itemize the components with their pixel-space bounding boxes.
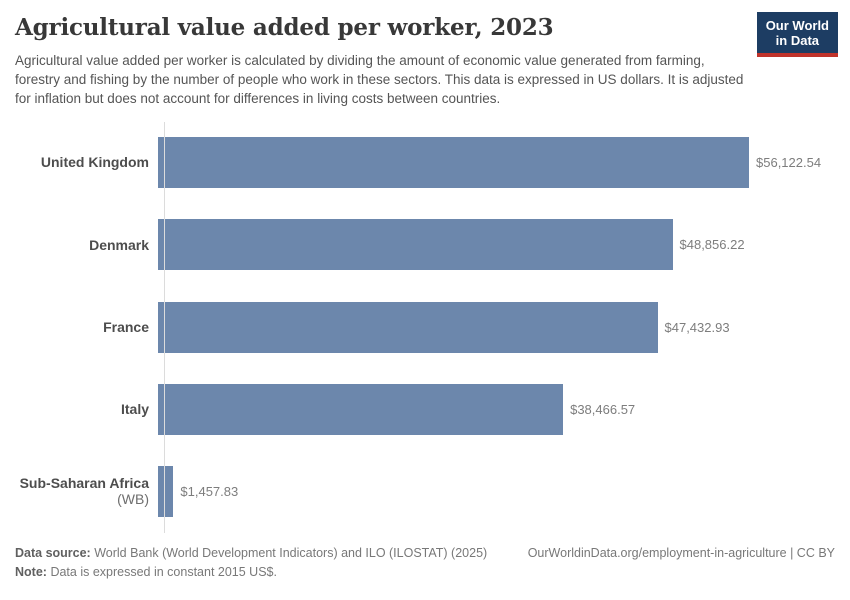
bar-chart: United Kingdom $56,122.54 Denmark $48,856.2… xyxy=(0,121,850,533)
value-label: $56,122.54 xyxy=(756,155,822,171)
bar[interactable] xyxy=(158,465,174,517)
category-label: France xyxy=(103,318,149,335)
bar-row: Sub-Saharan Africa (WB) $1,457.83 xyxy=(0,450,850,532)
bar-row: Italy $38,466.57 xyxy=(0,368,850,450)
bar-row: United Kingdom $56,122.54 xyxy=(0,122,850,204)
chart-title: Agricultural value added per worker, 202… xyxy=(15,14,554,41)
category-label: Sub-Saharan Africa (WB) xyxy=(19,474,149,508)
data-source-text: World Bank (World Development Indicators… xyxy=(94,545,488,560)
data-source-line: Data source: World Bank (World Developme… xyxy=(15,546,487,560)
attribution-link[interactable]: OurWorldinData.org/employment-in-agricul… xyxy=(527,545,835,560)
note-line: Note: Data is expressed in constant 2015… xyxy=(15,565,835,579)
owid-logo[interactable]: Our World in Data xyxy=(756,12,838,57)
owid-logo-line1: Our World xyxy=(765,18,829,33)
value-label: $48,856.22 xyxy=(679,237,745,253)
bar[interactable] xyxy=(158,137,749,189)
chart-subtitle: Agricultural value added per worker is c… xyxy=(15,52,744,107)
category-label: Italy xyxy=(120,400,149,417)
value-label: $38,466.57 xyxy=(570,401,636,417)
category-label: Denmark xyxy=(89,236,149,253)
bar-row: France $47,432.93 xyxy=(0,286,850,368)
note-text: Data is expressed in constant 2015 US$. xyxy=(50,564,277,579)
owid-logo-line2: in Data xyxy=(775,33,820,49)
bar-row: Denmark $48,856.22 xyxy=(0,204,850,286)
value-label: $47,432.93 xyxy=(664,319,730,335)
bar[interactable] xyxy=(158,219,673,271)
y-axis-line xyxy=(164,121,165,533)
note-label: Note: xyxy=(15,564,47,579)
category-label: United Kingdom xyxy=(40,154,149,171)
chart-footer: Data source: World Bank (World Developme… xyxy=(0,533,850,579)
chart-header: Agricultural value added per worker, 202… xyxy=(0,0,850,109)
data-source-label: Data source: xyxy=(15,545,91,560)
bar[interactable] xyxy=(158,301,658,353)
bar[interactable] xyxy=(158,383,564,435)
bar-rows: United Kingdom $56,122.54 Denmark $48,856.2… xyxy=(0,122,850,533)
value-label: $1,457.83 xyxy=(180,483,239,499)
